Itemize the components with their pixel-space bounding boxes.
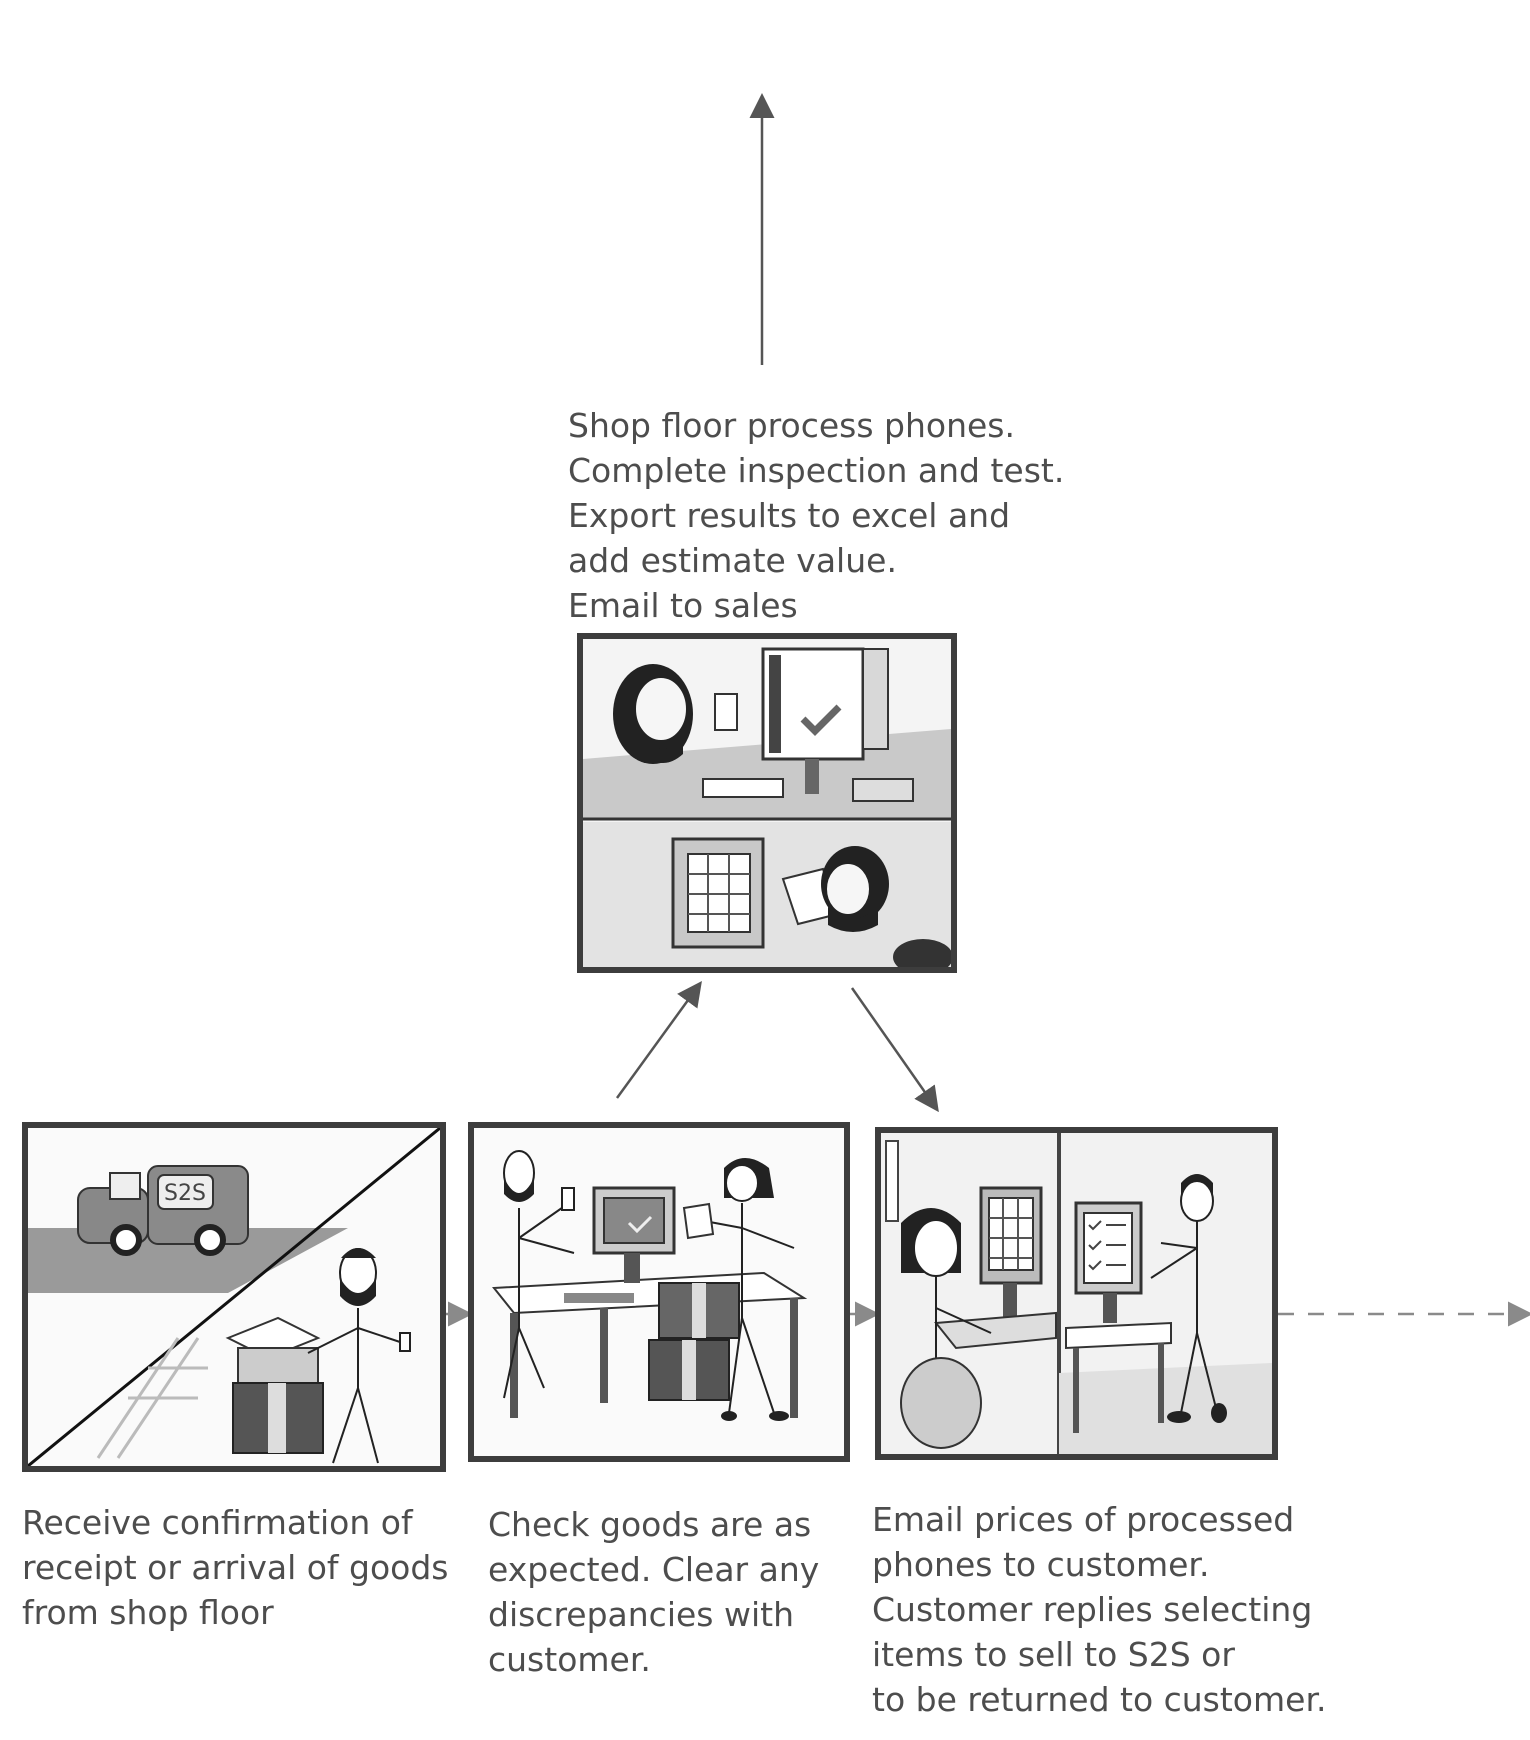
- caption-line: receipt or arrival of goods: [22, 1548, 449, 1587]
- delivery-van: S2S: [77, 1165, 249, 1256]
- caption-line: Receive confirmation of: [22, 1503, 413, 1542]
- caption-line: items to sell to S2S or: [872, 1635, 1235, 1674]
- caption-line: discrepancies with: [488, 1595, 794, 1634]
- caption-line: Customer replies selecting: [872, 1590, 1313, 1629]
- caption-line: add estimate value.: [568, 541, 897, 580]
- caption-line: customer.: [488, 1640, 651, 1679]
- receive-caption: Receive confirmation of receipt or arriv…: [22, 1500, 449, 1635]
- receive-panel: S2S: [22, 1122, 446, 1472]
- email-prices-illustration: [881, 1133, 1272, 1454]
- caption-line: Complete inspection and test.: [568, 451, 1065, 490]
- check-caption: Check goods are as expected. Clear any d…: [488, 1502, 819, 1682]
- caption-line: Email prices of processed: [872, 1500, 1295, 1539]
- receive-illustration: S2S: [28, 1128, 440, 1466]
- van-logo-text: S2S: [164, 1181, 206, 1206]
- caption-line: expected. Clear any: [488, 1550, 820, 1589]
- caption-line: Export results to excel and: [568, 496, 1011, 535]
- process-panel: [577, 633, 957, 973]
- process-caption: Shop floor process phones. Complete insp…: [568, 403, 1064, 628]
- caption-line: Email to sales: [568, 586, 798, 625]
- email-prices-panel: [875, 1127, 1278, 1460]
- caption-line: from shop floor: [22, 1593, 274, 1632]
- caption-line: to be returned to customer.: [872, 1680, 1327, 1719]
- process-illustration: [583, 639, 951, 967]
- caption-line: Shop floor process phones.: [568, 406, 1015, 445]
- check-illustration: [474, 1128, 844, 1456]
- email-prices-caption: Email prices of processed phones to cust…: [872, 1497, 1326, 1722]
- arrow-check-to-process: [615, 980, 702, 1099]
- check-panel: [468, 1122, 850, 1462]
- caption-line: Check goods are as: [488, 1505, 812, 1544]
- arrow-process-to-email: [850, 987, 939, 1113]
- caption-line: phones to customer.: [872, 1545, 1210, 1584]
